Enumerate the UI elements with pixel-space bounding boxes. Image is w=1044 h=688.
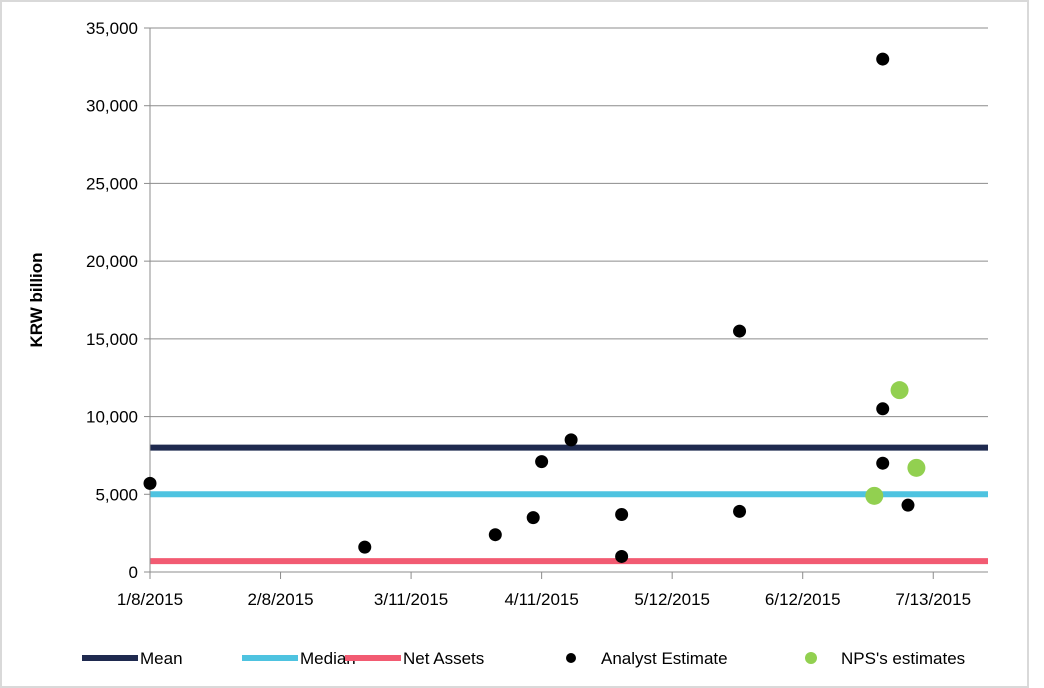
legend-label-analyst-estimate: Analyst Estimate [601, 649, 728, 668]
x-tick-label: 1/8/2015 [117, 590, 183, 609]
legend-label-mean: Mean [140, 649, 183, 668]
x-tick-label: 6/12/2015 [765, 590, 841, 609]
analyst-estimate-point [535, 455, 549, 469]
gridlines [150, 27, 988, 495]
analyst-estimate-point [143, 476, 157, 490]
y-axis-label: KRW billion [27, 252, 46, 347]
legend-swatch-nps-s-estimates [805, 652, 817, 664]
y-tick-label: 0 [129, 563, 138, 582]
analyst-estimate-point [615, 549, 629, 563]
nps-estimate-point [890, 381, 909, 400]
y-tick-label: 5,000 [95, 485, 138, 504]
x-tick-label: 2/8/2015 [247, 590, 313, 609]
analyst-estimate-point [733, 324, 747, 338]
legend-label-net-assets: Net Assets [403, 649, 484, 668]
legend: Mean Median Net Assets Analyst Estimate NPS'… [82, 649, 965, 668]
analyst-estimate-point [526, 511, 540, 525]
y-tick-label: 10,000 [86, 408, 138, 427]
analyst-estimate-point [733, 504, 747, 518]
x-tick-label: 3/11/2015 [374, 590, 448, 609]
x-tick-label: 4/11/2015 [504, 590, 578, 609]
y-tick-label: 25,000 [86, 174, 138, 193]
legend-label-median: Median [300, 649, 356, 668]
y-tick-label: 30,000 [86, 97, 138, 116]
legend-label-nps-s-estimates: NPS's estimates [841, 649, 965, 668]
nps-estimate-point [865, 486, 884, 505]
y-tick-label: 15,000 [86, 330, 138, 349]
x-tick-label: 7/13/2015 [895, 590, 971, 609]
legend-swatch-analyst-estimate [566, 653, 576, 663]
analyst-estimate-point [901, 498, 915, 512]
x-tick-label: 5/12/2015 [634, 590, 710, 609]
analyst-estimate-point [564, 433, 578, 447]
axes: 0 5,000 10,000 15,000 20,000 25,000 30,000 35,0… [86, 19, 988, 609]
y-tick-label: 20,000 [86, 252, 138, 271]
analyst-estimate-point [615, 507, 629, 521]
y-tick-label: 35,000 [86, 19, 138, 38]
y-axis-label-group: KRW billion [27, 252, 46, 347]
analyst-estimate-point [876, 52, 890, 66]
reference-lines [150, 444, 988, 565]
nps-estimate-point [907, 458, 926, 477]
analyst-estimate-point [488, 528, 502, 542]
analyst-estimate-point [358, 540, 372, 554]
analyst-estimate-point [876, 456, 890, 470]
data-points [143, 52, 926, 563]
analyst-estimate-point [876, 402, 890, 416]
